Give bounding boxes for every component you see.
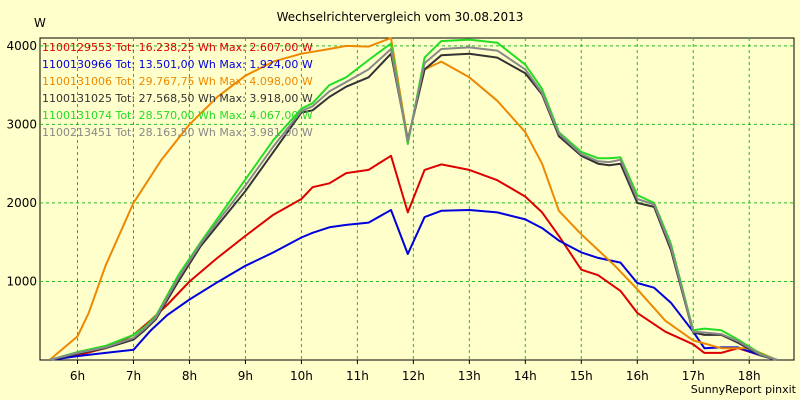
- x-tick-label: 8h: [182, 369, 197, 383]
- y-axis-label: W: [34, 16, 46, 30]
- x-tick-label: 15h: [570, 369, 593, 383]
- y-tick-label: 3000: [6, 117, 37, 131]
- series-line-1100130966: [49, 209, 778, 361]
- y-tick-label: 1000: [6, 274, 37, 288]
- x-tick-label: 18h: [738, 369, 761, 383]
- legend: 1100129553 Tot: 16.238,25 Wh Max: 2.607,…: [42, 41, 313, 139]
- series-line-1100213451: [49, 46, 778, 361]
- x-tick-label: 7h: [126, 369, 141, 383]
- legend-entry-1100131025: 1100131025 Tot: 27.568,50 Wh Max: 3.918,…: [42, 92, 313, 105]
- series-line-1100129553: [49, 154, 778, 361]
- x-tick-label: 11h: [346, 369, 369, 383]
- x-tick-label: 9h: [238, 369, 253, 383]
- x-tick-label: 14h: [514, 369, 537, 383]
- x-tick-label: 17h: [682, 369, 705, 383]
- x-tick-label: 12h: [402, 369, 425, 383]
- x-tick-label: 16h: [626, 369, 649, 383]
- x-tick-label: 10h: [290, 369, 313, 383]
- x-ticks: 6h 7h 8h 9h 10h 11h 12h 13h 14h 15h 16h 17h 18h: [70, 360, 761, 383]
- series-line-1100131074: [49, 38, 778, 361]
- y-ticks: 1000 2000 3000 4000: [6, 39, 37, 289]
- y-tick-label: 2000: [6, 196, 37, 210]
- series-line-1100131025: [49, 52, 778, 361]
- legend-entry-1100131074: 1100131074 Tot: 28.570,00 Wh Max: 4.067,…: [42, 109, 313, 122]
- series-lines: [48, 37, 778, 361]
- footer-credit: SunnyReport pinxit: [691, 383, 797, 396]
- legend-entry-1100213451: 1100213451 Tot: 28.163,50 Wh Max: 3.981,…: [42, 126, 313, 139]
- legend-entry-1100129553: 1100129553 Tot: 16.238,25 Wh Max: 2.607,…: [42, 41, 313, 54]
- legend-entry-1100131006: 1100131006 Tot: 29.767,75 Wh Max: 4.098,…: [42, 75, 313, 88]
- x-tick-label: 13h: [458, 369, 481, 383]
- y-tick-label: 4000: [6, 39, 37, 53]
- legend-entry-1100130966: 1100130966 Tot: 13.501,00 Wh Max: 1.924,…: [42, 58, 313, 71]
- x-tick-label: 6h: [70, 369, 85, 383]
- chart-title: Wechselrichtervergleich vom 30.08.2013: [277, 10, 524, 24]
